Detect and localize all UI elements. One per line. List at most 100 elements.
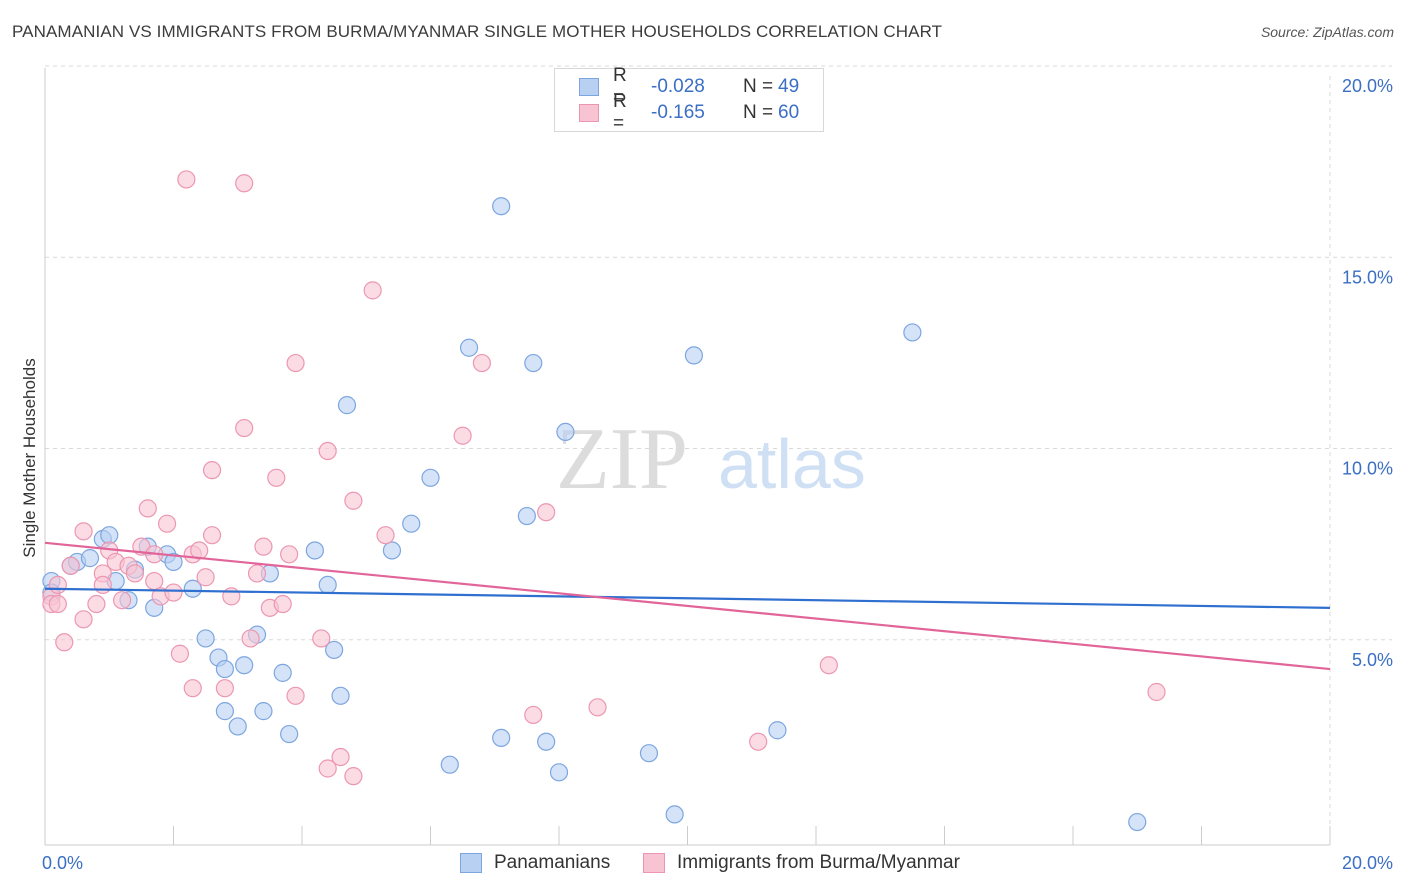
burma-point bbox=[344, 767, 363, 786]
series-legend: Panamanians Immigrants from Burma/Myanma… bbox=[0, 852, 1406, 876]
burma-point bbox=[145, 571, 164, 591]
burma-point bbox=[749, 732, 768, 751]
panamanian-point bbox=[537, 732, 556, 751]
panamanian-point bbox=[318, 575, 337, 595]
panamanian-point bbox=[273, 663, 292, 682]
panamanian-point bbox=[549, 763, 569, 782]
panamanian-trend-line bbox=[44, 587, 1331, 609]
panamanian-point bbox=[459, 338, 479, 357]
panamanian-point bbox=[164, 552, 183, 572]
axes bbox=[44, 68, 1331, 846]
panamanian-point bbox=[228, 717, 247, 736]
burma-legend-swatch bbox=[643, 853, 665, 873]
burma-point bbox=[537, 503, 556, 522]
burma-point bbox=[215, 679, 234, 698]
r-value: -0.028 bbox=[651, 76, 705, 97]
panamanian-point bbox=[684, 346, 704, 365]
r-label: R = bbox=[613, 65, 627, 108]
stats-legend: R = -0.028 N = 49 R = -0.165 N = 60 bbox=[554, 65, 824, 134]
r-value: -0.165 bbox=[651, 102, 705, 123]
burma-point bbox=[170, 644, 190, 663]
burma-point bbox=[48, 575, 67, 595]
burma-point bbox=[235, 418, 254, 438]
y-tick-label: 5.0% bbox=[1352, 650, 1393, 670]
panamanian-point bbox=[80, 549, 100, 568]
burma-point bbox=[1147, 682, 1166, 702]
panamanian-point bbox=[215, 702, 234, 721]
burma-point bbox=[202, 526, 222, 545]
panamanian-point bbox=[556, 422, 575, 441]
chart-source: Source: ZipAtlas.com bbox=[1260, 24, 1394, 40]
burma-point bbox=[183, 679, 202, 698]
panamanian-point bbox=[639, 744, 659, 763]
burma-point bbox=[87, 594, 106, 614]
stats-row-panamanians: R = -0.028 N = 49 bbox=[579, 65, 800, 108]
panamanian-point bbox=[280, 724, 299, 744]
burma-point bbox=[286, 353, 305, 373]
r-label: R = bbox=[613, 91, 627, 134]
panamanian-point bbox=[183, 579, 202, 598]
burma-point bbox=[318, 759, 337, 778]
trend-lines bbox=[44, 541, 1331, 671]
n-value: 60 bbox=[778, 102, 800, 123]
panamanian-point bbox=[305, 541, 324, 560]
panamanian-point bbox=[903, 323, 922, 342]
burma-point bbox=[247, 564, 267, 583]
burma-point bbox=[588, 698, 607, 717]
burma-point bbox=[202, 461, 222, 480]
stats-row-burma: R = -0.165 N = 60 bbox=[579, 91, 800, 134]
burma-point bbox=[241, 629, 260, 648]
burma-point bbox=[112, 591, 132, 610]
watermark-zip: ZIP bbox=[556, 411, 688, 508]
n-value: 49 bbox=[778, 76, 800, 97]
y-tick-label: 10.0% bbox=[1342, 459, 1393, 479]
burma-point bbox=[74, 522, 93, 541]
burma-point bbox=[235, 174, 254, 193]
tick-labels: 5.0% 10.0% 15.0% 20.0% 0.0% 20.0% bbox=[42, 76, 1393, 873]
burma-point bbox=[157, 514, 177, 533]
burma-point bbox=[164, 583, 183, 602]
panamanian-point bbox=[382, 541, 402, 560]
x-tick-label: 0.0% bbox=[42, 853, 83, 873]
panamanian-point bbox=[492, 728, 511, 748]
panamanian-point bbox=[768, 721, 787, 740]
legend-item-burma[interactable]: Immigrants from Burma/Myanmar bbox=[643, 852, 960, 874]
panamanian-point bbox=[331, 686, 350, 705]
burma-point bbox=[819, 656, 838, 675]
burma-point bbox=[93, 575, 112, 595]
burma-point bbox=[61, 556, 80, 575]
legend-label-burma: Immigrants from Burma/Myanmar bbox=[677, 852, 960, 873]
y-tick-label: 15.0% bbox=[1342, 267, 1393, 287]
panamanian-point bbox=[492, 197, 511, 216]
panamanian-point bbox=[517, 506, 536, 526]
panamanian-point bbox=[1128, 812, 1147, 832]
n-label: N = bbox=[743, 102, 774, 123]
watermark-atlas: atlas bbox=[718, 425, 866, 503]
burma-point bbox=[177, 170, 196, 189]
burma-point bbox=[524, 705, 543, 725]
panamanian-point bbox=[440, 755, 459, 774]
burma-point bbox=[344, 491, 363, 510]
burma-point bbox=[273, 594, 292, 614]
burma-point bbox=[318, 441, 337, 461]
burma-point bbox=[453, 426, 472, 445]
burma-point bbox=[196, 568, 215, 587]
burma-point bbox=[280, 545, 299, 564]
panamanian-point bbox=[337, 396, 357, 415]
burma-trend-line bbox=[44, 541, 1331, 671]
burma-point bbox=[286, 686, 305, 705]
burma-point bbox=[74, 610, 93, 629]
burma-point bbox=[267, 468, 286, 487]
burma-point bbox=[363, 281, 382, 300]
panamanian-point bbox=[215, 659, 234, 679]
legend-item-panamanians[interactable]: Panamanians bbox=[460, 852, 610, 874]
panamanian-point bbox=[100, 526, 119, 545]
panamanians-legend-swatch bbox=[460, 853, 482, 873]
panamanian-point bbox=[235, 656, 254, 675]
n-label: N = bbox=[743, 76, 774, 97]
panamanians-swatch bbox=[579, 78, 599, 96]
panamanian-point bbox=[196, 629, 215, 648]
burma-point bbox=[376, 526, 395, 545]
burma-swatch bbox=[579, 104, 599, 122]
